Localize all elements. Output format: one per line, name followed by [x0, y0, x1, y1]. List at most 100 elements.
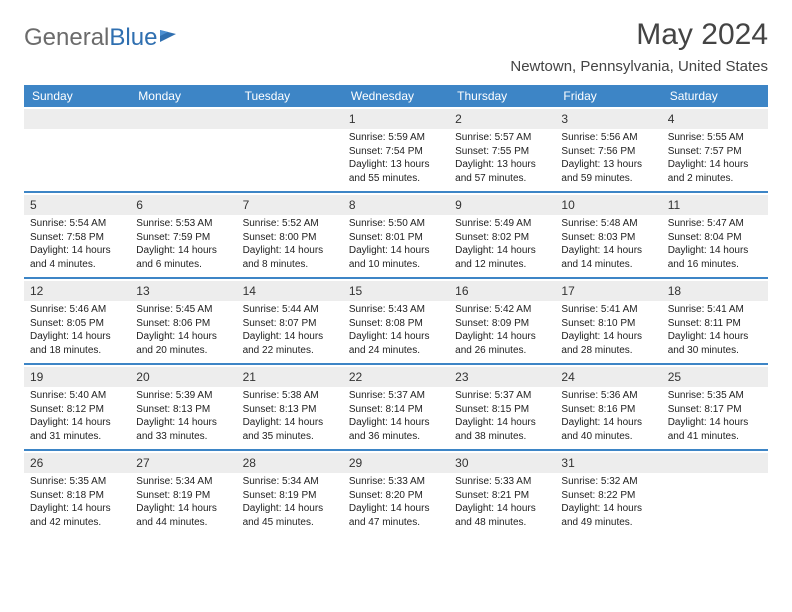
- daylight-text: Daylight: 14 hours and 44 minutes.: [136, 502, 230, 529]
- brand-part2: Blue: [109, 24, 157, 52]
- day-number: 8: [349, 198, 356, 212]
- daylight-text: Daylight: 14 hours and 16 minutes.: [668, 244, 762, 271]
- daynum-bar: 12: [24, 281, 130, 301]
- day-info: Sunrise: 5:43 AMSunset: 8:08 PMDaylight:…: [349, 303, 443, 357]
- dow-wednesday: Wednesday: [343, 85, 449, 107]
- sunrise-text: Sunrise: 5:35 AM: [668, 389, 762, 403]
- week-row: 5Sunrise: 5:54 AMSunset: 7:58 PMDaylight…: [24, 193, 768, 279]
- day-cell: 19Sunrise: 5:40 AMSunset: 8:12 PMDayligh…: [24, 365, 130, 449]
- week-row: 0001Sunrise: 5:59 AMSunset: 7:54 PMDayli…: [24, 107, 768, 193]
- day-info: Sunrise: 5:35 AMSunset: 8:17 PMDaylight:…: [668, 389, 762, 443]
- daynum-bar: 31: [555, 453, 661, 473]
- sunset-text: Sunset: 8:16 PM: [561, 403, 655, 417]
- daylight-text: Daylight: 14 hours and 40 minutes.: [561, 416, 655, 443]
- daylight-text: Daylight: 14 hours and 24 minutes.: [349, 330, 443, 357]
- day-cell: 27 Sunrise: 5:34 AMSunset: 8:19 PMDayligh…: [130, 451, 236, 535]
- daynum-bar: 16: [449, 281, 555, 301]
- day-cell: 23Sunrise: 5:37 AMSunset: 8:15 PMDayligh…: [449, 365, 555, 449]
- daynum-bar: 9: [449, 195, 555, 215]
- day-info: Sunrise: 5:35 AMSunset: 8:18 PMDaylight:…: [30, 475, 124, 529]
- daynum-bar: 4: [662, 109, 768, 129]
- daynum-bar: 26: [24, 453, 130, 473]
- day-number: 24: [561, 370, 574, 384]
- day-info: Sunrise: 5:48 AMSunset: 8:03 PMDaylight:…: [561, 217, 655, 271]
- sunrise-text: Sunrise: 5:57 AM: [455, 131, 549, 145]
- day-number: 11: [668, 198, 680, 212]
- day-cell: 21Sunrise: 5:38 AMSunset: 8:13 PMDayligh…: [237, 365, 343, 449]
- week-row: 12 Sunrise: 5:46 AMSunset: 8:05 PMDayligh…: [24, 279, 768, 365]
- sunrise-text: Sunrise: 5:37 AM: [455, 389, 549, 403]
- sunrise-text: Sunrise: 5:44 AM: [243, 303, 337, 317]
- sunrise-text: Sunrise: 5:45 AM: [136, 303, 230, 317]
- day-number: 2: [455, 112, 462, 126]
- daylight-text: Daylight: 14 hours and 22 minutes.: [243, 330, 337, 357]
- day-number: 12: [30, 284, 43, 298]
- day-cell: 29Sunrise: 5:33 AMSunset: 8:20 PMDayligh…: [343, 451, 449, 535]
- sunset-text: Sunset: 8:11 PM: [668, 317, 762, 331]
- sunrise-text: Sunrise: 5:42 AM: [455, 303, 549, 317]
- day-info: Sunrise: 5:45 AMSunset: 8:06 PMDaylight:…: [136, 303, 230, 357]
- day-cell: 7Sunrise: 5:52 AMSunset: 8:00 PMDaylight…: [237, 193, 343, 277]
- daynum-bar: 27: [130, 453, 236, 473]
- sunset-text: Sunset: 8:03 PM: [561, 231, 655, 245]
- daylight-text: Daylight: 14 hours and 2 minutes.: [668, 158, 762, 185]
- day-info: Sunrise: 5:55 AMSunset: 7:57 PMDaylight:…: [668, 131, 762, 185]
- sunset-text: Sunset: 8:08 PM: [349, 317, 443, 331]
- daynum-bar: 0: [130, 109, 236, 129]
- dow-header-row: Sunday Monday Tuesday Wednesday Thursday…: [24, 85, 768, 107]
- calendar-page: GeneralBlue May 2024 Newtown, Pennsylvan…: [0, 0, 792, 535]
- sunrise-text: Sunrise: 5:35 AM: [30, 475, 124, 489]
- day-cell: 15Sunrise: 5:43 AMSunset: 8:08 PMDayligh…: [343, 279, 449, 363]
- day-cell: 0: [662, 451, 768, 535]
- day-info: Sunrise: 5:34 AMSunset: 8:19 PMDaylight:…: [136, 475, 230, 529]
- sunset-text: Sunset: 8:13 PM: [243, 403, 337, 417]
- day-cell: 17Sunrise: 5:41 AMSunset: 8:10 PMDayligh…: [555, 279, 661, 363]
- sail-icon: [160, 30, 176, 42]
- day-info: Sunrise: 5:32 AMSunset: 8:22 PMDaylight:…: [561, 475, 655, 529]
- day-cell: 18Sunrise: 5:41 AMSunset: 8:11 PMDayligh…: [662, 279, 768, 363]
- sunrise-text: Sunrise: 5:46 AM: [30, 303, 124, 317]
- day-cell: 0: [237, 107, 343, 191]
- day-cell: 20Sunrise: 5:39 AMSunset: 8:13 PMDayligh…: [130, 365, 236, 449]
- daylight-text: Daylight: 14 hours and 45 minutes.: [243, 502, 337, 529]
- sunset-text: Sunset: 8:12 PM: [30, 403, 124, 417]
- day-number: 6: [136, 198, 143, 212]
- dow-thursday: Thursday: [449, 85, 555, 107]
- daynum-bar: 21: [237, 367, 343, 387]
- day-number: 30: [455, 456, 468, 470]
- day-cell: 4 Sunrise: 5:55 AMSunset: 7:57 PMDaylight…: [662, 107, 768, 191]
- day-cell: 1Sunrise: 5:59 AMSunset: 7:54 PMDaylight…: [343, 107, 449, 191]
- day-info: Sunrise: 5:33 AMSunset: 8:20 PMDaylight:…: [349, 475, 443, 529]
- month-title: May 2024: [510, 18, 768, 52]
- day-number: 14: [243, 284, 256, 298]
- daynum-bar: 23: [449, 367, 555, 387]
- sunset-text: Sunset: 7:55 PM: [455, 145, 549, 159]
- daynum-bar: 0: [24, 109, 130, 129]
- sunset-text: Sunset: 8:01 PM: [349, 231, 443, 245]
- day-number: 4: [668, 112, 675, 126]
- sunset-text: Sunset: 8:07 PM: [243, 317, 337, 331]
- daylight-text: Daylight: 14 hours and 42 minutes.: [30, 502, 124, 529]
- daylight-text: Daylight: 13 hours and 57 minutes.: [455, 158, 549, 185]
- brand-part1: General: [24, 24, 109, 52]
- day-cell: 6Sunrise: 5:53 AMSunset: 7:59 PMDaylight…: [130, 193, 236, 277]
- sunrise-text: Sunrise: 5:49 AM: [455, 217, 549, 231]
- daynum-bar: 14: [237, 281, 343, 301]
- sunrise-text: Sunrise: 5:33 AM: [455, 475, 549, 489]
- daylight-text: Daylight: 14 hours and 18 minutes.: [30, 330, 124, 357]
- sunset-text: Sunset: 8:21 PM: [455, 489, 549, 503]
- sunrise-text: Sunrise: 5:50 AM: [349, 217, 443, 231]
- dow-monday: Monday: [130, 85, 236, 107]
- daynum-bar: 0: [237, 109, 343, 129]
- day-number: 23: [455, 370, 468, 384]
- day-info: Sunrise: 5:36 AMSunset: 8:16 PMDaylight:…: [561, 389, 655, 443]
- sunrise-text: Sunrise: 5:36 AM: [561, 389, 655, 403]
- day-number: 25: [668, 370, 681, 384]
- daylight-text: Daylight: 14 hours and 28 minutes.: [561, 330, 655, 357]
- day-number: 27: [136, 456, 149, 470]
- day-info: Sunrise: 5:46 AMSunset: 8:05 PMDaylight:…: [30, 303, 124, 357]
- day-info: Sunrise: 5:39 AMSunset: 8:13 PMDaylight:…: [136, 389, 230, 443]
- sunrise-text: Sunrise: 5:38 AM: [243, 389, 337, 403]
- daynum-bar: 24: [555, 367, 661, 387]
- day-number: 18: [668, 284, 681, 298]
